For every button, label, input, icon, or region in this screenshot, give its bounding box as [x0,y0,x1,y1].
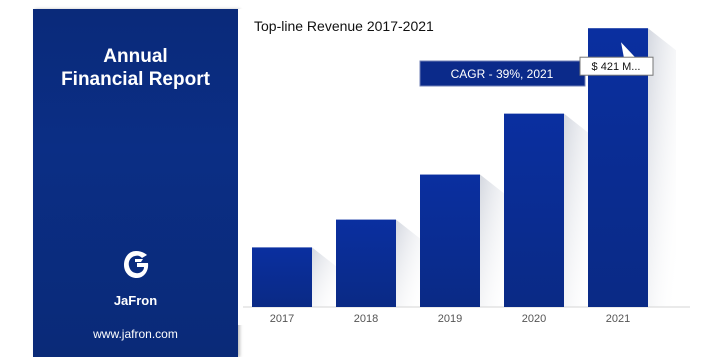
data-label-pointer [621,42,636,59]
bar-2018[interactable] [336,219,396,307]
bar-shadow [648,28,676,308]
x-tick-label-2020: 2020 [522,313,546,325]
report-title-line1: Annual [103,46,168,67]
x-tick-label-2019: 2019 [438,313,462,325]
bar-shadow [312,247,340,307]
bar-2019[interactable] [420,174,480,307]
brand-name: JaFron [113,293,158,308]
x-tick-label-2018: 2018 [354,313,378,325]
bar-shadow [396,219,424,307]
bar-shadow [564,113,592,308]
jafron-logo-icon [33,249,238,281]
bar-shadow [480,174,508,307]
website-link[interactable]: www.jafron.com [93,327,178,341]
cagr-badge-label: CAGR - 39%, 2021 [451,67,554,81]
data-label-2021: $ 421 M... [579,42,654,76]
cagr-badge-box [419,60,586,87]
report-title: Annual Financial Report [33,45,238,91]
bar-2020[interactable] [504,113,564,308]
sidebar: Annual Financial Report JaFron www.jafro… [33,9,238,357]
chart-title: Top-line Revenue 2017-2021 [254,18,434,34]
data-label-box [579,56,654,76]
bar-2017[interactable] [252,247,312,307]
cagr-badge: CAGR - 39%, 2021 [419,60,586,87]
x-tick-label-2021: 2021 [606,313,630,325]
x-tick-label-2017: 2017 [270,313,294,325]
data-label-text: $ 421 M... [592,61,641,73]
report-title-line2: Financial Report [61,69,210,90]
